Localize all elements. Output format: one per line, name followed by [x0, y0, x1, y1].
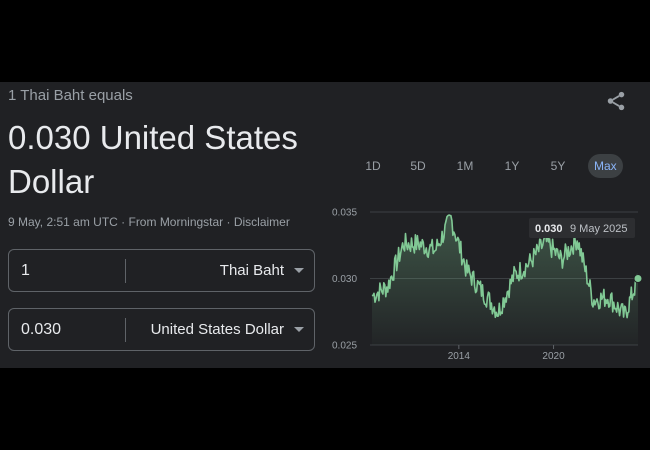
chevron-down-icon — [294, 327, 304, 332]
from-amount-input[interactable] — [21, 260, 116, 282]
meta-separator: · — [223, 215, 234, 229]
to-currency-label: United States Dollar — [150, 321, 284, 338]
to-amount-input[interactable] — [21, 319, 116, 341]
timestamp: 9 May, 2:51 am UTC — [8, 215, 118, 229]
to-currency-select[interactable]: United States Dollar — [135, 309, 314, 350]
tooltip-date: 9 May 2025 — [570, 223, 627, 235]
range-tab-5y[interactable]: 5Y — [550, 159, 566, 173]
disclaimer-link[interactable]: Disclaimer — [233, 215, 290, 229]
share-icon[interactable] — [605, 90, 627, 112]
chevron-down-icon — [294, 268, 304, 273]
field-divider — [125, 318, 126, 342]
time-range-tabs: 1D 5D 1M 1Y 5Y Max — [340, 154, 640, 178]
exchange-rate-chart[interactable]: 0.035 0.030 0.025 2014 2020 0.030 9 May 2025 — [328, 202, 650, 368]
equals-label: 1 Thai Baht equals — [8, 87, 133, 104]
chart-series-line — [371, 214, 639, 319]
tooltip-value: 0.030 — [535, 223, 563, 235]
from-currency-select[interactable]: Thai Baht — [135, 250, 314, 291]
range-tab-1y[interactable]: 1Y — [504, 159, 520, 173]
y-tick-label: 0.035 — [332, 208, 357, 219]
y-tick-label: 0.030 — [332, 274, 357, 285]
chart-tooltip: 0.030 9 May 2025 — [529, 218, 635, 238]
from-currency-row: Thai Baht — [8, 249, 315, 292]
range-tab-1m[interactable]: 1M — [456, 159, 474, 173]
currency-converter-card: 1 Thai Baht equals 0.030 United States D… — [0, 82, 650, 368]
rate-metadata: 9 May, 2:51 am UTC · From Morningstar · … — [8, 215, 290, 229]
to-currency-row: United States Dollar — [8, 308, 315, 351]
range-tab-5d[interactable]: 5D — [410, 159, 426, 173]
chart-last-point — [633, 274, 643, 283]
source-label: From Morningstar — [128, 215, 224, 229]
converted-rate-heading: 0.030 United States Dollar — [8, 119, 298, 200]
meta-separator: · — [117, 215, 129, 229]
x-tick-label: 2014 — [448, 351, 471, 362]
range-tab-max[interactable]: Max — [588, 154, 623, 178]
y-tick-label: 0.025 — [332, 341, 357, 352]
field-divider — [125, 259, 126, 283]
range-tab-1d[interactable]: 1D — [365, 159, 381, 173]
x-tick-label: 2020 — [542, 351, 565, 362]
from-currency-label: Thai Baht — [219, 262, 284, 279]
